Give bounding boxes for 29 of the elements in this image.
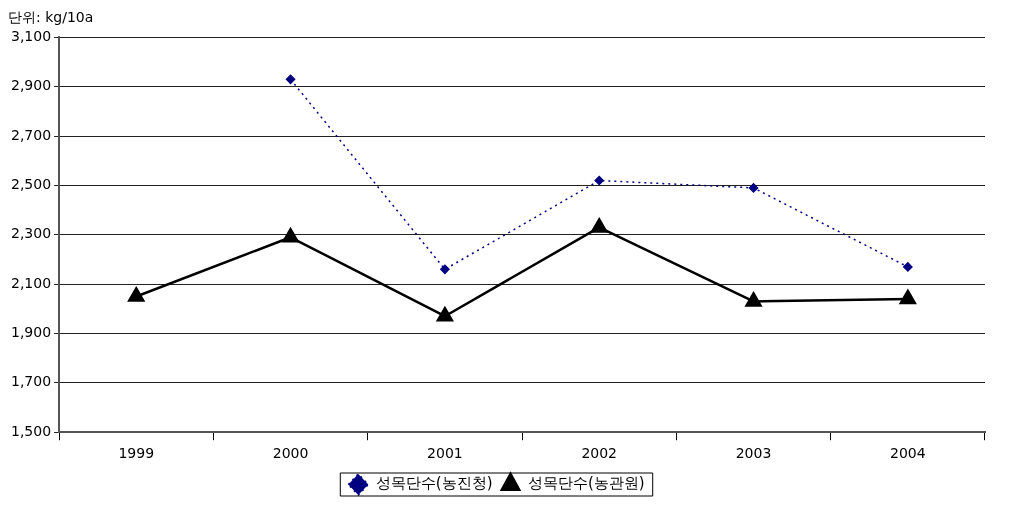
x-tick-label: 2002: [581, 445, 618, 462]
x-tick-label: 2003: [735, 445, 772, 462]
point: [745, 292, 762, 307]
y-tick-label: 2,900: [10, 77, 52, 94]
y-tick-label: 1,900: [10, 324, 52, 341]
x-tick-label: 2001: [427, 445, 463, 462]
point: [440, 264, 450, 275]
point: [285, 74, 296, 85]
point: [899, 289, 917, 305]
legend-label: 성목단수(농진청): [375, 474, 493, 493]
x-tick-label: 1999: [118, 445, 155, 462]
point: [594, 175, 604, 186]
x-tick-label: 2000: [272, 445, 309, 462]
y-tick-label: 1,500: [10, 422, 52, 439]
y-tick-label: 2,700: [10, 126, 52, 143]
point: [436, 306, 454, 322]
y-tick-label: 3,100: [10, 28, 52, 45]
point: [282, 228, 299, 243]
point: [748, 183, 759, 193]
y-tick-label: 2,100: [10, 274, 52, 291]
y-tick-label: 1,700: [10, 373, 52, 390]
x-tick-label: 2004: [890, 445, 926, 462]
point: [903, 262, 913, 272]
point: [128, 287, 145, 302]
point: [591, 218, 608, 233]
legend-label: 성목단수(농관원): [528, 474, 645, 493]
y-tick-label: 2,300: [10, 225, 52, 242]
text: 단위: kg/10a: [8, 8, 95, 26]
y-tick-label: 2,500: [10, 176, 52, 193]
